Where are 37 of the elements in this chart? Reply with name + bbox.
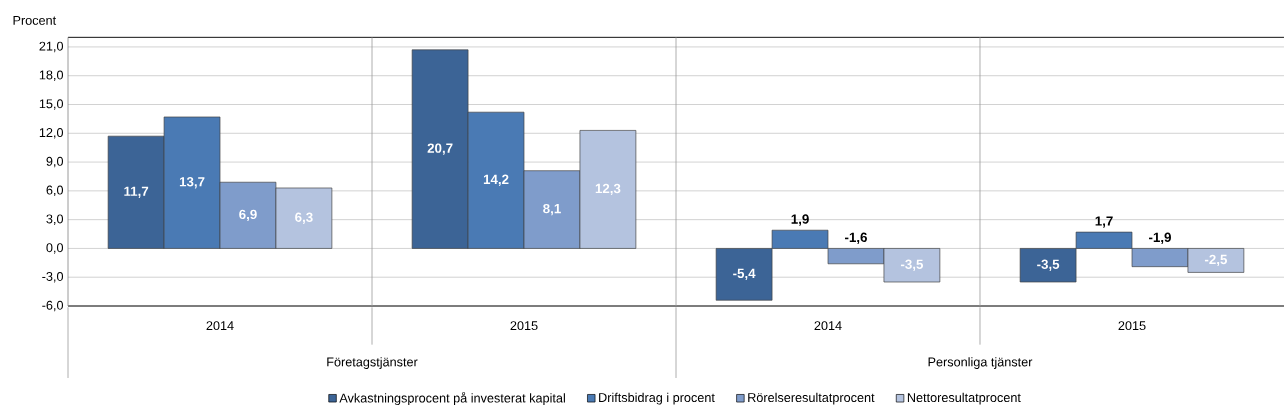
y-axis-title: Procent — [13, 16, 57, 26]
data-label: -3,5 — [900, 259, 924, 272]
y-tick-label: 18,0 — [39, 70, 64, 82]
y-tick-label: 9,0 — [46, 157, 64, 168]
x-tick-label: 2015 — [1118, 321, 1146, 331]
data-label: -5,4 — [733, 268, 756, 281]
y-tick-label: -6,0 — [42, 300, 64, 312]
data-label: -3,5 — [1037, 259, 1060, 272]
data-label: 1,7 — [1095, 216, 1113, 228]
x-tick-label: 2014 — [814, 321, 842, 331]
data-label: -1,9 — [1149, 232, 1171, 245]
data-label: 6,9 — [239, 209, 257, 222]
data-label: 8,1 — [543, 204, 561, 216]
x-tick-label: 2014 — [206, 321, 234, 331]
legend-label: Avkastningsprocent på investerat kapital — [339, 392, 565, 406]
data-label: 12,3 — [595, 183, 621, 196]
data-label: 6,3 — [295, 212, 313, 225]
data-label: 20,7 — [427, 143, 453, 155]
y-tick-label: 6,0 — [46, 185, 64, 197]
y-tick-label: 0,0 — [46, 243, 64, 254]
y-tick-label: 3,0 — [46, 214, 64, 226]
y-tick-label: -3,0 — [42, 272, 64, 283]
data-label: 11,7 — [124, 186, 149, 199]
legend-label: Nettoresultatprocent — [907, 392, 1021, 405]
data-label: 13,7 — [179, 177, 205, 189]
y-tick-label: 12,0 — [39, 128, 64, 139]
data-label: -2,5 — [1204, 254, 1228, 267]
data-label: -1,6 — [845, 232, 867, 245]
data-label: 1,9 — [791, 214, 809, 226]
legend-label: Driftsbidrag i procent — [599, 392, 715, 405]
text: Företagstjänster — [327, 357, 418, 370]
data-label: 14,2 — [483, 174, 509, 187]
y-tick-label: 21,0 — [39, 41, 64, 53]
text: Personliga tjänster — [928, 357, 1033, 370]
x-tick-label: 2015 — [510, 321, 538, 331]
y-tick-label: 15,0 — [39, 99, 64, 110]
legend-label: Rörelseresultatprocent — [748, 392, 875, 405]
